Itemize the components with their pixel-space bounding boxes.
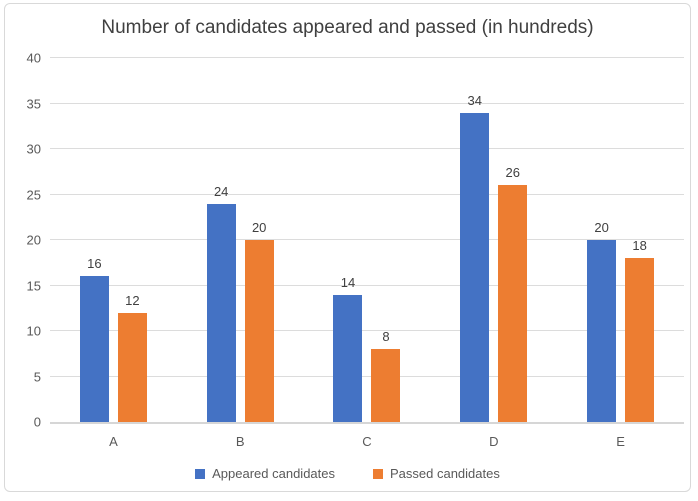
gridline	[50, 239, 684, 240]
bar-passed-d: 26	[498, 165, 528, 422]
bar-passed-a: 12	[117, 293, 147, 422]
bar-value-label: 26	[505, 165, 521, 181]
gridline	[50, 330, 684, 331]
x-axis-label-b: B	[235, 434, 245, 449]
gridline	[50, 193, 684, 195]
gridline	[50, 284, 684, 286]
gridline	[50, 148, 684, 149]
bar-passed-c: 8	[371, 329, 401, 422]
bar-value-label: 20	[251, 220, 267, 235]
bar-value-label: 20	[594, 220, 609, 235]
bar-group-c: 14 8 C	[304, 58, 431, 449]
legend-item-appeared: Appeared candidates	[195, 466, 335, 481]
y-axis-tick-label: 40	[26, 50, 41, 66]
y-axis-tick-label: 5	[33, 369, 41, 384]
y-axis-tick-label: 15	[26, 278, 41, 293]
x-axis-label-e: E	[616, 434, 625, 449]
y-axis-tick-label: 10	[26, 323, 41, 339]
y-axis-tick-label: 0	[33, 414, 41, 430]
bar-appeared-c: 14	[333, 275, 363, 422]
bar-passed-e: 18	[625, 238, 655, 422]
legend-label-appeared: Appeared candidates	[212, 466, 335, 481]
bar-group-e: 20 18 E	[557, 58, 684, 449]
gridline	[50, 57, 684, 58]
chart-title: Number of candidates appeared and passed…	[101, 17, 594, 38]
bar-value-label: 16	[87, 256, 102, 272]
legend-label-passed: Passed candidates	[390, 466, 500, 481]
bar-group-d: 34 26 D	[430, 58, 557, 449]
legend-item-passed: Passed candidates	[373, 466, 500, 481]
legend-swatch-passed	[373, 468, 383, 479]
legend: Appeared candidates Passed candidates	[5, 466, 690, 481]
bar-appeared-b: 24	[206, 184, 236, 422]
bar-value-label: 24	[213, 183, 229, 199]
bar-appeared-e: 20	[587, 220, 617, 422]
bar-group-b: 24 20 B	[177, 58, 304, 449]
gridline	[50, 375, 684, 377]
bar-value-label: 8	[382, 329, 390, 345]
x-axis-label-a: A	[109, 434, 118, 449]
y-axis-tick-label: 25	[26, 187, 41, 202]
y-axis-tick-label: 30	[26, 141, 41, 157]
y-axis-tick-label: 20	[26, 232, 41, 248]
chart-frame: Number of candidates appeared and passed…	[4, 3, 691, 492]
bar-group-a: 16 12 A	[50, 58, 177, 449]
x-axis-label-d: D	[489, 434, 499, 449]
bar-value-label: 34	[467, 92, 483, 108]
bar-passed-b: 20	[244, 220, 274, 422]
bar-value-label: 14	[340, 274, 356, 290]
legend-swatch-appeared	[195, 468, 206, 479]
bar-value-label: 18	[632, 238, 647, 254]
x-axis-label-c: C	[362, 434, 372, 449]
plot-area: 0 5 10 15 20 25 30 35 40 16 12 A 24 20 B 14 8 C 34 26 D 20 18 E	[27, 52, 684, 449]
bar-appeared-d: 34	[460, 93, 490, 422]
bar-value-label: 12	[125, 292, 140, 308]
y-axis-tick-label: 35	[26, 96, 41, 111]
gridline	[50, 102, 684, 104]
bar-appeared-a: 16	[79, 256, 109, 422]
